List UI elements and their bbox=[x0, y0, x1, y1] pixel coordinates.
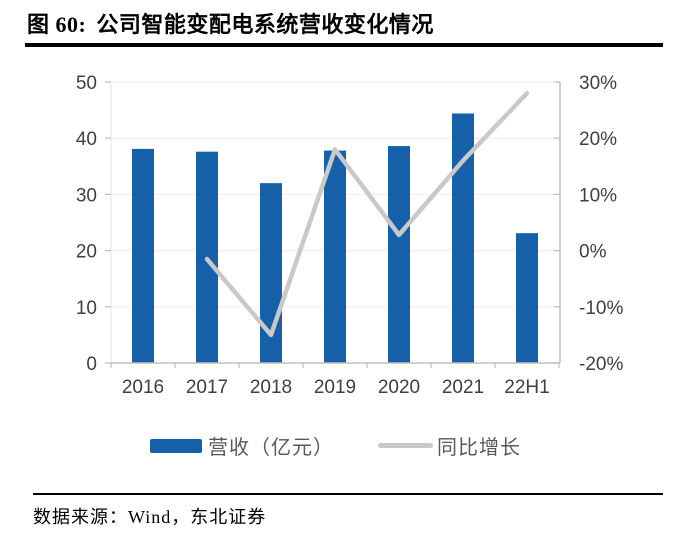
revenue-bar-2020 bbox=[388, 146, 410, 363]
revenue-legend-label: 营收（亿元） bbox=[208, 437, 334, 459]
x-axis-label: 2021 bbox=[442, 377, 484, 398]
title-underline-divider bbox=[25, 43, 663, 47]
revenue-bar-22H1 bbox=[516, 233, 538, 363]
growth-line bbox=[204, 90, 530, 338]
data-source: 数据来源：Wind，东北证券 bbox=[33, 503, 266, 529]
right-axis-label: 30% bbox=[579, 73, 617, 94]
right-axis-label: 0% bbox=[579, 242, 607, 263]
left-axis-label: 0 bbox=[86, 354, 97, 375]
x-axis-label: 2018 bbox=[250, 377, 292, 398]
left-axis-label: 20 bbox=[76, 242, 97, 263]
left-axis-label: 30 bbox=[76, 185, 97, 206]
revenue-legend-swatch bbox=[150, 438, 202, 453]
figure-title: 公司智能变配电系统营收变化情况 bbox=[96, 12, 434, 37]
revenue-bar-2016 bbox=[132, 148, 154, 363]
right-axis-label: 10% bbox=[579, 185, 617, 206]
figure-label: 图 60: bbox=[27, 12, 87, 37]
revenue-bar-2019 bbox=[324, 150, 346, 363]
data-source-text: Wind，东北证券 bbox=[128, 507, 267, 527]
x-axis-label: 2020 bbox=[378, 377, 420, 398]
revenue-bar-2021 bbox=[452, 113, 474, 363]
left-axis-label: 50 bbox=[76, 73, 97, 94]
footer-divider bbox=[33, 493, 663, 495]
growth-legend-swatch bbox=[378, 443, 433, 448]
growth-legend-label: 同比增长 bbox=[437, 437, 521, 459]
chart-legend: 营收（亿元） 同比增长 bbox=[150, 431, 521, 460]
left-axis-label: 10 bbox=[76, 298, 97, 319]
right-axis-label: -10% bbox=[579, 298, 623, 319]
data-source-prefix: 数据来源： bbox=[33, 507, 128, 527]
right-axis-label: 20% bbox=[579, 129, 617, 150]
legend-item-revenue: 营收（亿元） bbox=[150, 431, 334, 460]
x-axis-label: 2017 bbox=[186, 377, 228, 398]
x-axis-label: 22H1 bbox=[504, 377, 549, 398]
legend-item-growth: 同比增长 bbox=[378, 431, 521, 460]
right-axis-label: -20% bbox=[579, 354, 623, 375]
figure-title-row: 图 60: 公司智能变配电系统营收变化情况 bbox=[27, 7, 657, 39]
x-axis-label: 2019 bbox=[314, 377, 356, 398]
x-axis-label: 2016 bbox=[122, 377, 164, 398]
left-axis-label: 40 bbox=[76, 129, 97, 150]
